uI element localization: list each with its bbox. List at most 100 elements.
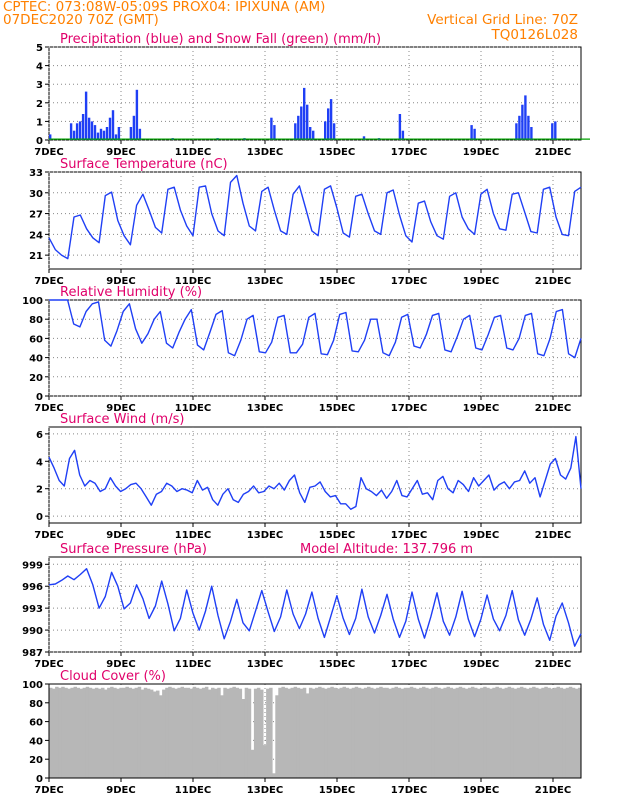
precip-bar bbox=[90, 121, 94, 140]
x-tick-label: 21DEC bbox=[535, 659, 571, 670]
y-tick-label: 40 bbox=[29, 736, 43, 747]
y-tick-label: 6 bbox=[36, 430, 43, 441]
cloud-bar bbox=[324, 688, 328, 778]
precip-bar bbox=[270, 117, 273, 140]
cloud-bar bbox=[299, 688, 304, 778]
x-tick-label: 15DEC bbox=[319, 530, 355, 541]
cloud-bar bbox=[76, 687, 80, 778]
x-tick-label: 7DEC bbox=[34, 530, 63, 541]
cloud-bar bbox=[223, 687, 227, 778]
y-tick-label: 60 bbox=[29, 334, 43, 345]
cloud-bar bbox=[357, 687, 362, 778]
precip-bar bbox=[398, 114, 402, 140]
cloud-bar bbox=[519, 686, 524, 778]
cloud-bar bbox=[272, 773, 276, 778]
cloud-bar bbox=[351, 687, 356, 778]
cloud-bar bbox=[507, 686, 512, 778]
precip-bar bbox=[324, 121, 327, 140]
cloud-bar bbox=[49, 687, 53, 778]
cloud-bar bbox=[116, 688, 120, 778]
cloud-bar bbox=[122, 687, 126, 778]
cloud-bar bbox=[504, 687, 509, 778]
cloud-bar bbox=[470, 686, 475, 778]
x-tick-label: 9DEC bbox=[106, 276, 135, 287]
x-tick-label: 19DEC bbox=[463, 530, 499, 541]
y-tick-label: 100 bbox=[22, 296, 43, 307]
x-tick-label: 13DEC bbox=[247, 276, 283, 287]
y-tick-label: 20 bbox=[29, 755, 43, 766]
precip-bar bbox=[81, 114, 85, 140]
cloud-bar bbox=[538, 688, 542, 778]
cloud-bar bbox=[532, 686, 536, 778]
cloud-bar bbox=[477, 688, 481, 778]
cloud-bar bbox=[94, 687, 99, 778]
cloud-bar bbox=[153, 691, 157, 778]
cloud-bar bbox=[201, 687, 206, 778]
cloud-bar bbox=[143, 687, 148, 778]
cloud-bar bbox=[510, 687, 515, 778]
cloud-bar bbox=[85, 686, 90, 778]
cloud-bar bbox=[131, 688, 136, 778]
cloud-bar bbox=[373, 688, 377, 778]
cloud-bar bbox=[455, 687, 460, 778]
y-tick-label: 0 bbox=[36, 774, 43, 785]
x-tick-label: 19DEC bbox=[463, 147, 499, 158]
x-tick-label: 9DEC bbox=[106, 530, 135, 541]
y-tick-label: 987 bbox=[22, 648, 43, 659]
cloud-bar bbox=[400, 688, 405, 778]
precip-bar bbox=[78, 121, 82, 140]
cloud-bar bbox=[165, 687, 169, 778]
cloud-bar bbox=[238, 688, 243, 778]
cloud-bar bbox=[354, 686, 359, 778]
cloud-bar bbox=[489, 688, 493, 778]
cloud-bar bbox=[574, 688, 579, 778]
cloud-bar bbox=[177, 687, 181, 778]
cloud-bar bbox=[559, 687, 564, 778]
cloud-bar bbox=[394, 686, 398, 778]
precip-bar bbox=[93, 125, 97, 140]
x-tick-label: 17DEC bbox=[391, 659, 427, 670]
cloud-bar bbox=[204, 686, 209, 778]
cloud-bar bbox=[226, 688, 230, 778]
y-tick-label: 30 bbox=[29, 189, 43, 200]
y-tick-label: 20 bbox=[29, 373, 43, 384]
precip-bar bbox=[69, 123, 73, 140]
precip-bar bbox=[518, 115, 521, 140]
cloud-bar bbox=[275, 695, 279, 778]
cloud-bar bbox=[495, 686, 499, 778]
x-tick-label: 11DEC bbox=[175, 785, 211, 796]
y-tick-label: 21 bbox=[29, 251, 43, 262]
y-tick-label: 2 bbox=[36, 485, 43, 496]
cloud-bar bbox=[446, 686, 450, 778]
cloud-bar bbox=[342, 686, 346, 778]
cloud-bar bbox=[452, 688, 457, 778]
cloud-bar bbox=[134, 687, 139, 778]
plot-frame bbox=[48, 171, 582, 270]
precip-bar bbox=[297, 115, 300, 140]
cloud-bar bbox=[128, 687, 132, 778]
precip-bar bbox=[554, 121, 557, 140]
cloud-bar bbox=[437, 687, 441, 778]
y-tick-label: 0 bbox=[36, 136, 43, 147]
cloud-bar bbox=[440, 688, 444, 778]
x-tick-label: 15DEC bbox=[319, 659, 355, 670]
cloud-bar bbox=[58, 687, 62, 778]
precip-bar bbox=[87, 117, 91, 140]
cloud-bar bbox=[526, 688, 530, 778]
cloud-bar bbox=[211, 687, 215, 778]
cloud-bar bbox=[180, 686, 184, 778]
cloud-bar bbox=[547, 687, 551, 778]
x-tick-label: 19DEC bbox=[463, 403, 499, 414]
cloud-bar bbox=[330, 686, 334, 778]
precip-bar bbox=[470, 125, 473, 140]
x-tick-label: 13DEC bbox=[247, 659, 283, 670]
cloud-bar bbox=[486, 687, 490, 778]
precip-bar bbox=[294, 123, 297, 140]
y-tick-label: 2 bbox=[36, 99, 43, 110]
x-tick-label: 13DEC bbox=[247, 530, 283, 541]
cloud-bar bbox=[327, 687, 331, 778]
y-tick-label: 3 bbox=[36, 80, 43, 91]
x-tick-label: 9DEC bbox=[106, 785, 135, 796]
cloud-bar bbox=[443, 687, 447, 778]
cloud-bar bbox=[104, 689, 108, 778]
